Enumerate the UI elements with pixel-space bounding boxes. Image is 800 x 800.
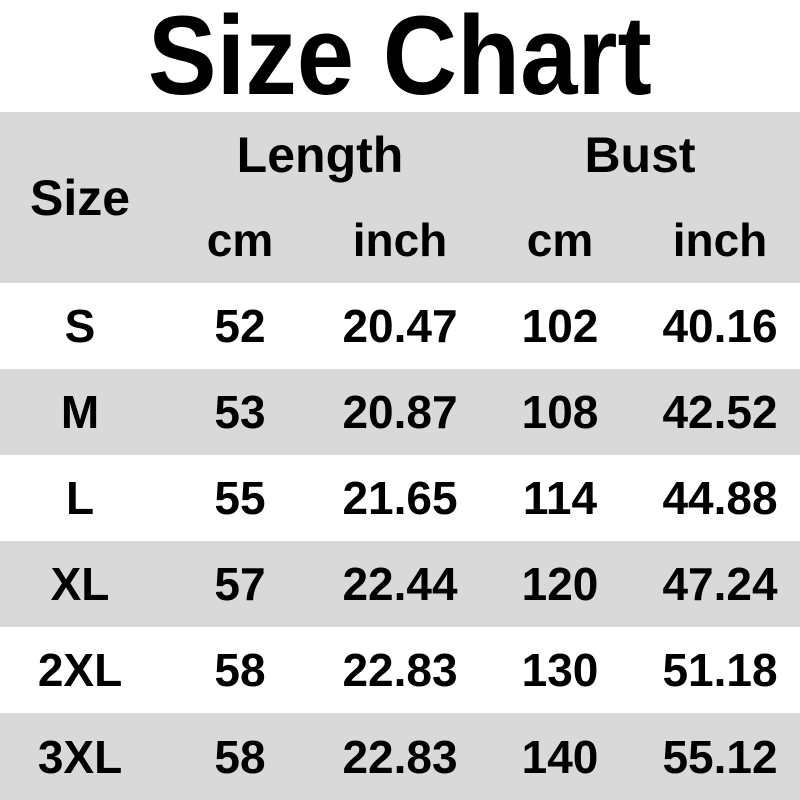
bust-inch-value: 44.88 (662, 472, 778, 524)
length-cm-value: 55 (214, 472, 266, 524)
bust-cm-header: cm (526, 214, 594, 266)
length-inch-header: inch (352, 214, 448, 266)
table-row-m: M 53 20.87 108 42.52 (0, 369, 800, 455)
bust-cm-value: 108 (521, 386, 599, 438)
table-row-l: L 55 21.65 114 44.88 (0, 455, 800, 541)
bust-cm-value: 114 (522, 472, 598, 524)
length-cm-value: 53 (214, 386, 266, 438)
size-label: XL (50, 558, 110, 610)
size-label: S (64, 300, 96, 352)
length-inch-value: 22.44 (342, 558, 458, 610)
bust-inch-value: 51.18 (662, 644, 778, 696)
bust-inch-header: inch (672, 214, 768, 266)
table-row-xl: XL 57 22.44 120 47.24 (0, 541, 800, 627)
length-cm-value: 58 (214, 730, 266, 783)
size-label: L (65, 472, 95, 524)
bust-cm-value: 102 (521, 300, 599, 352)
bust-inch-value: 42.52 (662, 386, 778, 438)
bust-group-header: Bust (584, 126, 696, 183)
length-inch-value: 20.87 (342, 386, 458, 438)
table-row-s: S 52 20.47 102 40.16 (0, 283, 800, 369)
bust-inch-value: 47.24 (662, 558, 778, 610)
table-body: S 52 20.47 102 40.16 M 53 20.87 108 42.5… (0, 283, 800, 800)
length-cm-header: cm (206, 214, 274, 266)
table-row-3xl: 3XL 58 22.83 140 55.12 (0, 713, 800, 800)
length-cm-value: 58 (214, 644, 266, 696)
length-inch-value: 21.65 (342, 472, 458, 524)
size-label: 2XL (37, 644, 123, 696)
size-label: M (60, 386, 100, 438)
length-inch-value: 22.83 (342, 730, 458, 783)
size-chart-table: Size Length Bust cm inch cm inch S 52 20… (0, 112, 800, 800)
table-header: Size Length Bust cm inch cm inch (0, 112, 800, 283)
group-header-row: Size Length Bust (0, 112, 800, 226)
bust-inch-value: 40.16 (662, 300, 778, 352)
bust-cm-value: 130 (521, 644, 599, 696)
bust-inch-value: 55.12 (662, 730, 778, 783)
size-chart-title: Size Chart (148, 0, 652, 118)
length-inch-value: 22.83 (342, 644, 458, 696)
table-row-2xl: 2XL 58 22.83 130 51.18 (0, 627, 800, 713)
size-label: 3XL (37, 730, 123, 783)
title-bar: Size Chart (0, 0, 800, 112)
bust-cm-value: 120 (521, 558, 599, 610)
bust-cm-value: 140 (521, 730, 599, 783)
length-group-header: Length (236, 126, 404, 183)
size-column-header: Size (29, 169, 131, 226)
length-inch-value: 20.47 (342, 300, 458, 352)
length-cm-value: 52 (214, 300, 266, 352)
length-cm-value: 57 (214, 558, 266, 610)
